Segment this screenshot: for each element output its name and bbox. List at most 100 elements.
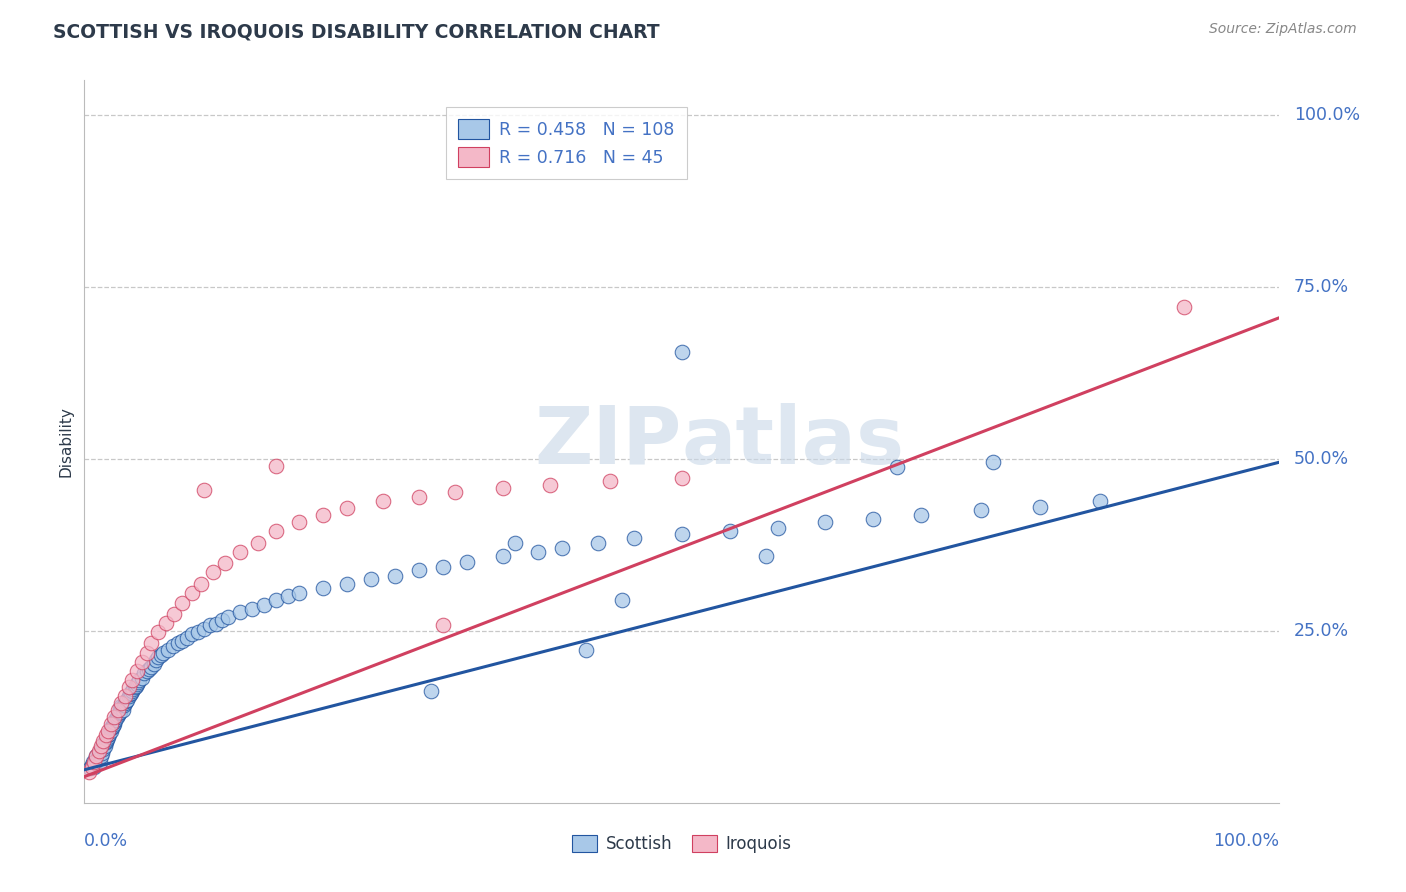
Point: [118, 687, 141, 701]
Point: [135, 646, 157, 660]
Point: [360, 572, 382, 586]
Point: [588, 535, 610, 549]
Point: [105, 710, 128, 724]
Point: [110, 696, 132, 710]
Point: [120, 686, 142, 700]
Point: [202, 566, 225, 580]
Point: [970, 503, 993, 517]
Point: [910, 508, 932, 523]
Point: [131, 671, 153, 685]
Point: [671, 527, 693, 541]
Point: [115, 694, 138, 708]
Point: [93, 734, 115, 748]
Point: [93, 742, 115, 756]
Point: [671, 471, 693, 485]
Point: [148, 649, 170, 664]
Point: [104, 713, 127, 727]
Text: 75.0%: 75.0%: [1294, 277, 1348, 296]
Point: [420, 684, 443, 698]
Point: [114, 689, 136, 703]
Point: [444, 484, 467, 499]
Point: [110, 699, 132, 714]
Point: [1173, 301, 1195, 315]
Point: [145, 653, 167, 667]
Point: [101, 719, 124, 733]
Point: [142, 657, 165, 671]
Point: [336, 577, 359, 591]
Point: [83, 760, 105, 774]
Point: [96, 732, 118, 747]
Point: [97, 728, 120, 742]
Point: [755, 549, 778, 564]
Point: [277, 590, 299, 604]
Point: [103, 710, 125, 724]
Point: [240, 601, 263, 615]
Point: [97, 723, 120, 738]
Point: [671, 345, 693, 359]
Text: atlas: atlas: [682, 402, 905, 481]
Point: [193, 623, 215, 637]
Point: [107, 707, 129, 722]
Point: [152, 646, 174, 660]
Point: [193, 483, 215, 497]
Point: [264, 458, 287, 473]
Text: SCOTTISH VS IROQUOIS DISABILITY CORRELATION CHART: SCOTTISH VS IROQUOIS DISABILITY CORRELAT…: [53, 22, 659, 41]
Point: [157, 643, 180, 657]
Point: [125, 664, 148, 678]
Point: [166, 636, 188, 650]
Point: [384, 568, 406, 582]
Point: [110, 705, 132, 719]
Text: 0.0%: 0.0%: [84, 831, 128, 850]
Point: [886, 460, 908, 475]
Point: [155, 615, 177, 630]
Point: [94, 728, 117, 742]
Point: [1029, 500, 1052, 514]
Point: [766, 520, 789, 534]
Point: [264, 524, 287, 538]
Point: [87, 744, 110, 758]
Point: [214, 557, 236, 571]
Point: [82, 755, 104, 769]
Point: [125, 677, 148, 691]
Point: [312, 508, 335, 523]
Point: [551, 541, 574, 556]
Point: [246, 535, 269, 549]
Point: [93, 737, 115, 751]
Point: [981, 455, 1004, 469]
Point: [253, 598, 276, 612]
Point: [211, 614, 233, 628]
Point: [127, 675, 149, 690]
Point: [101, 720, 124, 734]
Point: [112, 698, 135, 712]
Point: [1090, 494, 1112, 508]
Legend: Scottish, Iroquois: Scottish, Iroquois: [565, 828, 799, 860]
Text: 100.0%: 100.0%: [1294, 105, 1360, 124]
Point: [117, 680, 139, 694]
Point: [217, 610, 239, 624]
Point: [121, 684, 143, 698]
Point: [131, 655, 153, 669]
Point: [103, 714, 125, 729]
Point: [108, 706, 131, 721]
Point: [862, 512, 884, 526]
Point: [176, 631, 198, 645]
Text: ZIP: ZIP: [534, 402, 682, 481]
Point: [124, 680, 146, 694]
Point: [121, 673, 143, 688]
Point: [86, 753, 108, 767]
Point: [86, 749, 108, 764]
Point: [135, 664, 157, 678]
Point: [117, 689, 139, 703]
Point: [103, 716, 125, 731]
Point: [408, 563, 430, 577]
Point: [107, 703, 129, 717]
Point: [612, 592, 634, 607]
Point: [79, 761, 101, 775]
Point: [181, 586, 204, 600]
Point: [93, 739, 115, 754]
Point: [312, 581, 335, 595]
Point: [181, 627, 204, 641]
Point: [80, 760, 103, 774]
Point: [100, 723, 122, 738]
Point: [83, 755, 105, 769]
